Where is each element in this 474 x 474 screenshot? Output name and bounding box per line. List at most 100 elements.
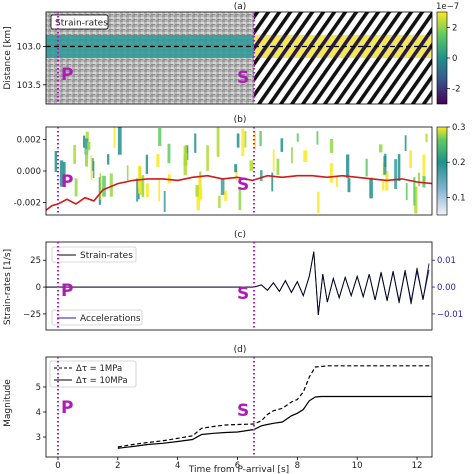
coherence-streak <box>73 144 77 164</box>
colorbar: 1e−7 2 0 -2 <box>436 2 460 105</box>
right-y-tick-label: 0.01 <box>437 256 456 266</box>
coherence-streak <box>91 158 94 171</box>
s-arrival-label: S <box>237 68 249 88</box>
highlight-band <box>46 35 254 58</box>
coherence-streak <box>296 133 299 142</box>
coherence-streak <box>235 169 238 181</box>
plot-area <box>46 251 430 316</box>
coherence-streak <box>394 159 398 189</box>
coherence-streak <box>271 172 274 192</box>
colorbar-tick-label: 0.2 <box>452 158 466 168</box>
y-tick-label: 5 <box>36 383 41 393</box>
y-ticks: 5 4 3 <box>36 383 46 443</box>
coherence-streak <box>291 147 293 164</box>
coherence-streak <box>156 153 160 168</box>
panel-c: (c) Strain-rates [1/s] 25 0 −25 0.01 0.00 −0… <box>3 230 463 331</box>
coherence-streak <box>199 187 203 200</box>
p-arrival-label: P <box>61 172 73 192</box>
y-ticks: 103.0 103.5 <box>17 43 46 91</box>
coherence-streak <box>385 174 389 191</box>
coherence-streak <box>87 141 91 151</box>
p-arrival-label: P <box>61 65 73 85</box>
coherence-streak <box>236 133 240 148</box>
coherence-streak <box>90 155 93 181</box>
coherence-streak <box>244 131 247 148</box>
right-y-tick-label: −0.01 <box>437 310 463 320</box>
panel-letter: (a) <box>234 2 247 12</box>
colorbar-exponent: 1e−7 <box>436 2 459 12</box>
legend-label: Δτ = 10MPa <box>76 376 128 386</box>
panel-letter: (c) <box>234 230 246 240</box>
y-tick-label: 0.000 <box>17 167 41 177</box>
coherence-streak <box>276 158 280 176</box>
coherence-streak <box>109 173 113 197</box>
s-arrival-label: S <box>237 284 249 304</box>
p-arrival-label: P <box>61 398 73 418</box>
coherence-streak <box>117 127 122 155</box>
coherence-streak <box>194 133 197 153</box>
coherence-streak <box>369 177 373 199</box>
y-axis-label: Magnitude <box>3 379 13 427</box>
coherence-streak <box>405 183 408 201</box>
colorbar-tick-label: -2 <box>452 85 460 95</box>
coherence-streak <box>74 178 78 197</box>
panel-letter: (b) <box>234 115 247 125</box>
coherence-streak <box>220 179 225 195</box>
plot-frame <box>45 11 433 105</box>
coherence-streak <box>397 154 401 182</box>
coherence-streak <box>59 160 64 187</box>
p-arrival-label: P <box>61 281 73 301</box>
coherence-streak <box>259 131 262 147</box>
y-tick-label: -0.002 <box>14 198 41 208</box>
heatmap-image <box>46 127 432 214</box>
y-tick-label: −25 <box>23 310 41 320</box>
y-tick-label: 0 <box>36 283 41 293</box>
x-tick-label: 12 <box>412 461 423 471</box>
magnitude-10mpa-line <box>117 395 432 449</box>
colorbar: 0.3 0.2 0.1 <box>436 123 466 216</box>
coherence-streak <box>384 153 387 168</box>
x-tick-label: 10 <box>352 461 363 471</box>
colorbar-tick-label: 0.3 <box>452 123 466 133</box>
legend-strain: Strain-rates <box>51 246 137 263</box>
plot-frame <box>45 356 433 458</box>
coherence-streak <box>417 172 421 187</box>
strain-rates-line <box>46 251 430 316</box>
plot-area <box>117 365 432 449</box>
x-tick-label: 2 <box>115 461 120 471</box>
coherence-streak <box>84 138 89 155</box>
coherence-streak <box>141 175 145 198</box>
coherence-streak <box>414 186 418 214</box>
legend-label: Δτ = 1MPa <box>76 364 122 374</box>
coherence-streak <box>99 173 102 200</box>
coherence-streak <box>346 154 350 178</box>
coherence-streak <box>249 160 254 171</box>
magnitude-1mpa-line <box>117 365 432 448</box>
heatmap-image <box>46 12 432 104</box>
coherence-streak <box>425 133 428 143</box>
coherence-streak <box>82 135 86 148</box>
coherence-streak <box>158 178 161 202</box>
right-y-tick-label: 0.00 <box>437 283 456 293</box>
coherence-streak <box>85 149 89 167</box>
legend-label: Accelerations <box>80 314 141 324</box>
x-axis-label: Time from P-arrival [s] <box>188 465 289 474</box>
y-tick-label: 4 <box>36 408 41 418</box>
coherence-streak <box>378 144 383 153</box>
s-arrival-label: S <box>237 401 249 421</box>
coherence-streak <box>347 178 351 193</box>
x-tick-label: 0 <box>55 461 60 471</box>
coherence-streak <box>218 195 221 209</box>
plot-frame <box>45 241 433 331</box>
coherence-streak <box>145 183 149 197</box>
coherence-streak <box>107 154 110 165</box>
coherence-streak <box>317 191 320 214</box>
coherence-streak <box>303 150 308 162</box>
x-ticks: 0 2 4 6 8 10 12 <box>55 457 422 471</box>
coherence-streak <box>413 177 416 206</box>
coherence-streak <box>260 170 263 181</box>
coherence-streak <box>126 165 129 181</box>
legend-label: Strain-rates <box>55 19 108 29</box>
coherence-streak <box>167 143 171 164</box>
